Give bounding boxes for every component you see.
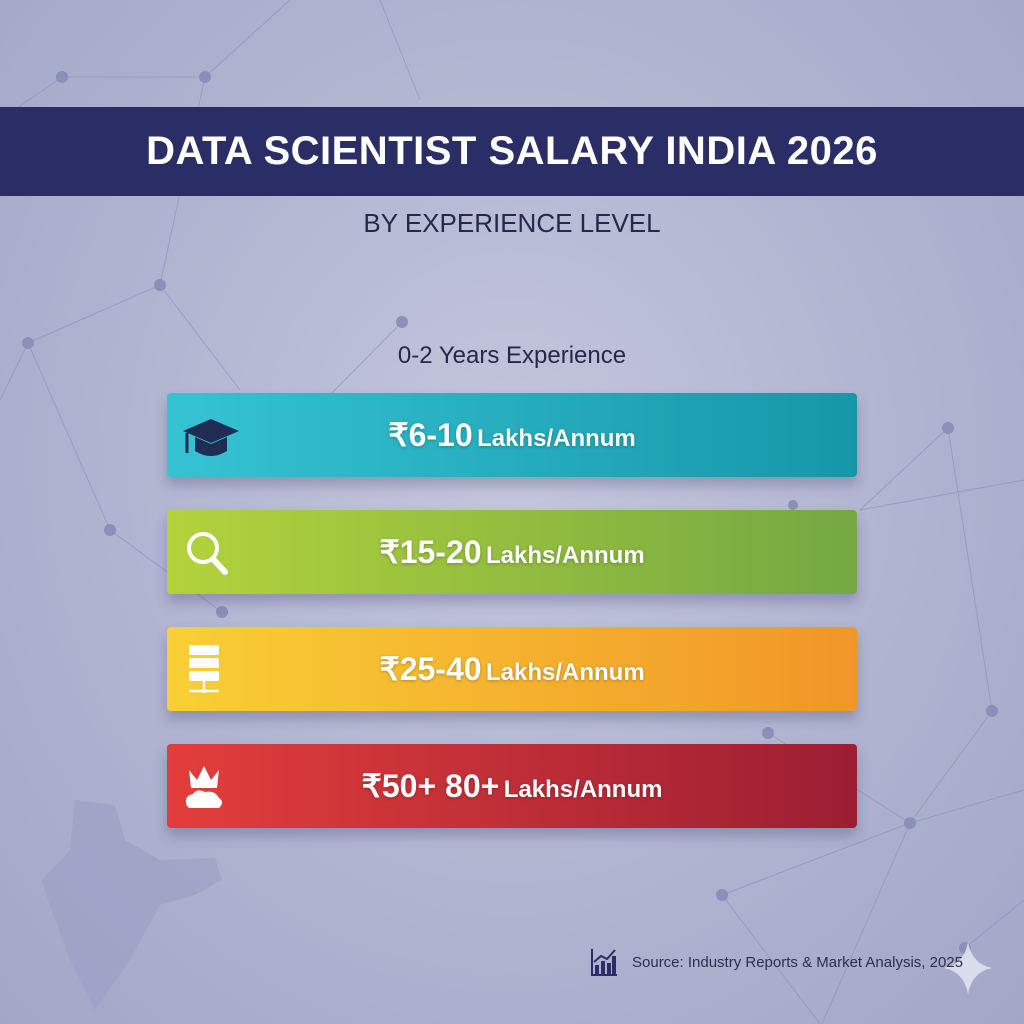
bar-chart-icon: [591, 949, 617, 976]
salary-tier-3: ₹25-40 Lakhs/Annum: [167, 627, 857, 711]
salary-unit: Lakhs/Annum: [485, 659, 645, 686]
subtitle: BY EXPERIENCE LEVEL: [363, 208, 661, 238]
crown-icon: [185, 766, 222, 808]
experience-label: 0-2 Years Experience: [397, 342, 627, 369]
salary-tier-2: ₹15-20 Lakhs/Annum: [167, 510, 857, 594]
salary-tier-1: ₹6-10 Lakhs/Annum: [167, 393, 857, 477]
salary-amount: ₹15-20: [379, 534, 482, 570]
sparkle-icon: [944, 942, 992, 994]
salary-unit: Lakhs/Annum: [477, 425, 636, 452]
server-icon: [189, 645, 219, 693]
source-note: Source: Industry Reports & Market Analys…: [590, 947, 963, 977]
graduation-cap-icon: [183, 419, 239, 456]
magnifier-icon: [187, 532, 228, 575]
page-title: DATA SCIENTIST SALARY INDIA 2026: [146, 129, 878, 173]
title-banner: DATA SCIENTIST SALARY INDIA 2026: [0, 107, 1024, 196]
salary-amount: ₹50+ 80+: [361, 768, 500, 804]
source-text: Source: Industry Reports & Market Analys…: [632, 953, 963, 971]
salary-amount: ₹25-40: [379, 651, 482, 687]
salary-tier-4: ₹50+ 80+ Lakhs/Annum: [167, 744, 857, 828]
salary-unit: Lakhs/Annum: [503, 776, 663, 803]
india-map: [42, 800, 222, 1010]
salary-unit: Lakhs/Annum: [485, 542, 645, 569]
salary-amount: ₹6-10: [388, 417, 473, 453]
